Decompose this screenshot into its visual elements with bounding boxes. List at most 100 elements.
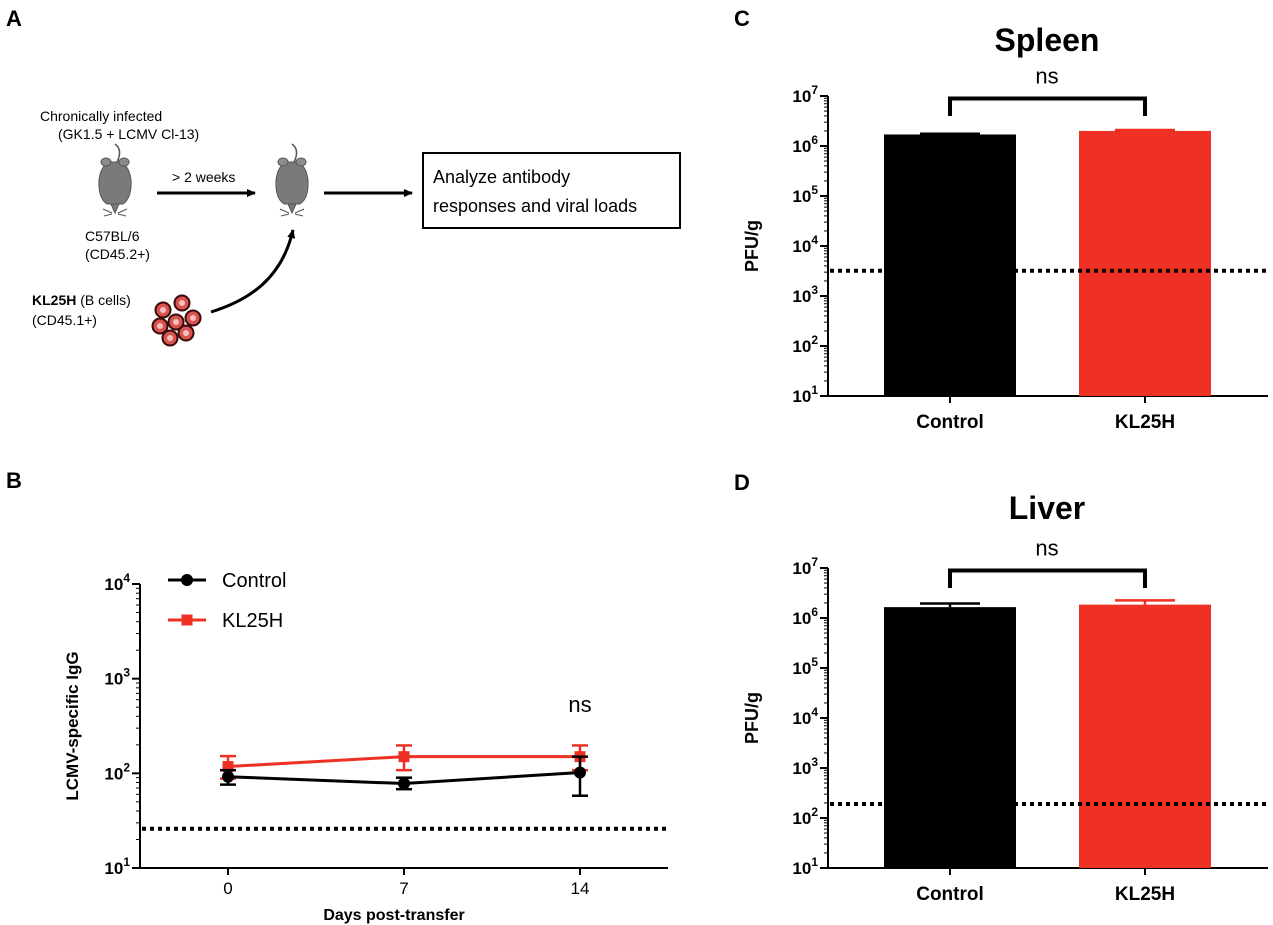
c-significance-label: ns	[1035, 64, 1058, 89]
d-y-tick-label-exp: 3	[811, 755, 818, 769]
b-legend-label-control: Control	[222, 570, 286, 592]
d-y-tick-label-exp: 4	[811, 705, 818, 719]
infected-label-line2: (GK1.5 + LCMV Cl-13)	[58, 126, 199, 142]
analysis-box-line1: Analyze antibody	[433, 167, 570, 187]
d-y-tick-label-base: 10	[792, 559, 811, 578]
c-y-tick-label-exp: 3	[811, 283, 818, 297]
panel-letter-b: B	[6, 468, 22, 493]
c-y-tick-label-base: 10	[792, 137, 811, 156]
c-y-tick-label-exp: 4	[811, 233, 818, 247]
d-bar-kl25h	[1079, 604, 1211, 868]
d-significance-bracket	[948, 568, 1147, 588]
c-y-tick-label: 106	[792, 133, 818, 156]
cell-transfer-arrow	[210, 229, 296, 314]
cells-name: KL25H	[32, 292, 76, 308]
mouse-marker-label: (CD45.2+)	[85, 246, 150, 262]
c-title: Spleen	[995, 22, 1100, 58]
d-y-tick-label: 104	[792, 705, 818, 728]
b-data-point	[574, 766, 586, 779]
b-x-axis-label: Days post-transfer	[323, 907, 464, 924]
b-data-point	[222, 761, 234, 773]
d-y-tick-label-exp: 5	[811, 655, 818, 669]
panel-d-liver-chart: D Liver101102103104105106107PFU/gControl…	[734, 470, 1268, 905]
b-y-axis-label: LCMV-specific IgG	[63, 651, 82, 800]
d-y-tick-label: 101	[792, 855, 818, 878]
d-y-tick-label: 105	[792, 655, 818, 678]
d-y-tick-label-base: 10	[792, 859, 811, 878]
c-y-tick-label-base: 10	[792, 237, 811, 256]
d-y-tick-label-base: 10	[792, 659, 811, 678]
b-legend-marker-control	[181, 574, 193, 586]
cells-rest: (B cells)	[76, 292, 130, 308]
b-data-point	[398, 777, 410, 790]
d-x-tick-label: Control	[916, 884, 984, 905]
d-y-tick-label: 107	[792, 555, 818, 578]
b-y-tick-label-exp: 4	[123, 571, 130, 585]
b-y-tick-label-base: 10	[104, 764, 123, 783]
c-x-tick-label: KL25H	[1115, 412, 1175, 433]
c-y-tick-label-base: 10	[792, 87, 811, 106]
analysis-box	[422, 152, 681, 229]
c-bar-control	[884, 134, 1016, 397]
panel-letter-d: D	[734, 470, 750, 495]
c-y-axis-label: PFU/g	[742, 220, 762, 272]
b-y-tick-label: 102	[104, 760, 130, 783]
b-significance-label: ns	[568, 692, 591, 717]
treated-mouse-icon	[275, 143, 309, 217]
b-y-tick-label-base: 10	[104, 575, 123, 594]
cells-label: KL25H (B cells)	[32, 292, 131, 308]
infected-label-line1: Chronically infected	[40, 108, 162, 124]
d-title: Liver	[1009, 490, 1085, 526]
mouse-strain-label: C57BL/6	[85, 228, 140, 244]
d-y-tick-label-base: 10	[792, 709, 811, 728]
c-y-tick-label: 102	[792, 333, 818, 356]
d-y-tick-label: 102	[792, 805, 818, 828]
c-y-tick-label-base: 10	[792, 187, 811, 206]
d-y-axis-label: PFU/g	[742, 692, 762, 744]
b-y-tick-label-exp: 2	[123, 760, 130, 774]
d-y-tick-label-exp: 2	[811, 805, 818, 819]
b-x-tick-label: 14	[571, 879, 590, 898]
panel-letter-a: A	[6, 6, 22, 31]
d-y-tick-label-exp: 1	[811, 855, 818, 869]
d-significance-label: ns	[1035, 536, 1058, 561]
c-y-tick-label-exp: 2	[811, 333, 818, 347]
b-data-point	[398, 751, 410, 763]
analysis-box-line2: responses and viral loads	[433, 196, 637, 216]
c-y-tick-label-base: 10	[792, 387, 811, 406]
b-legend-label-kl25h: KL25H	[222, 610, 283, 632]
b-y-tick-label-base: 10	[104, 859, 123, 878]
b-series-kl25h	[220, 744, 588, 780]
b-y-tick-label-base: 10	[104, 670, 123, 689]
recipient-mouse-icon	[98, 143, 132, 217]
transfer-arrow-label: > 2 weeks	[172, 169, 235, 185]
c-x-tick-label: Control	[916, 412, 984, 433]
panel-c-spleen-chart: C Spleen101102103104105106107PFU/gContro…	[734, 6, 1268, 433]
d-y-tick-label-exp: 7	[811, 555, 818, 569]
panel-letter-c: C	[734, 6, 750, 31]
b-cell-cluster-icon	[151, 294, 202, 347]
cells-marker-label: (CD45.1+)	[32, 312, 97, 328]
c-y-tick-label: 101	[792, 383, 818, 406]
c-y-tick-label-base: 10	[792, 287, 811, 306]
d-y-tick-label-base: 10	[792, 609, 811, 628]
d-y-tick-label: 103	[792, 755, 818, 778]
d-x-tick-label: KL25H	[1115, 884, 1175, 905]
panel-a-schematic: A Chronically infected (GK1.5 + LCMV Cl-…	[6, 6, 681, 347]
b-x-tick-label: 0	[223, 879, 232, 898]
b-y-tick-label-exp: 3	[123, 666, 130, 680]
b-y-tick-label-exp: 1	[123, 855, 130, 869]
b-y-tick-label: 103	[104, 666, 130, 689]
d-y-tick-label-base: 10	[792, 759, 811, 778]
d-bar-control	[884, 607, 1016, 868]
c-y-tick-label: 105	[792, 183, 818, 206]
c-bar-kl25h	[1079, 130, 1211, 397]
c-y-tick-label-base: 10	[792, 337, 811, 356]
c-y-tick-label-exp: 5	[811, 183, 818, 197]
d-y-tick-label-exp: 6	[811, 605, 818, 619]
d-y-tick-label: 106	[792, 605, 818, 628]
b-legend-marker-kl25h	[181, 614, 193, 626]
c-y-tick-label: 103	[792, 283, 818, 306]
